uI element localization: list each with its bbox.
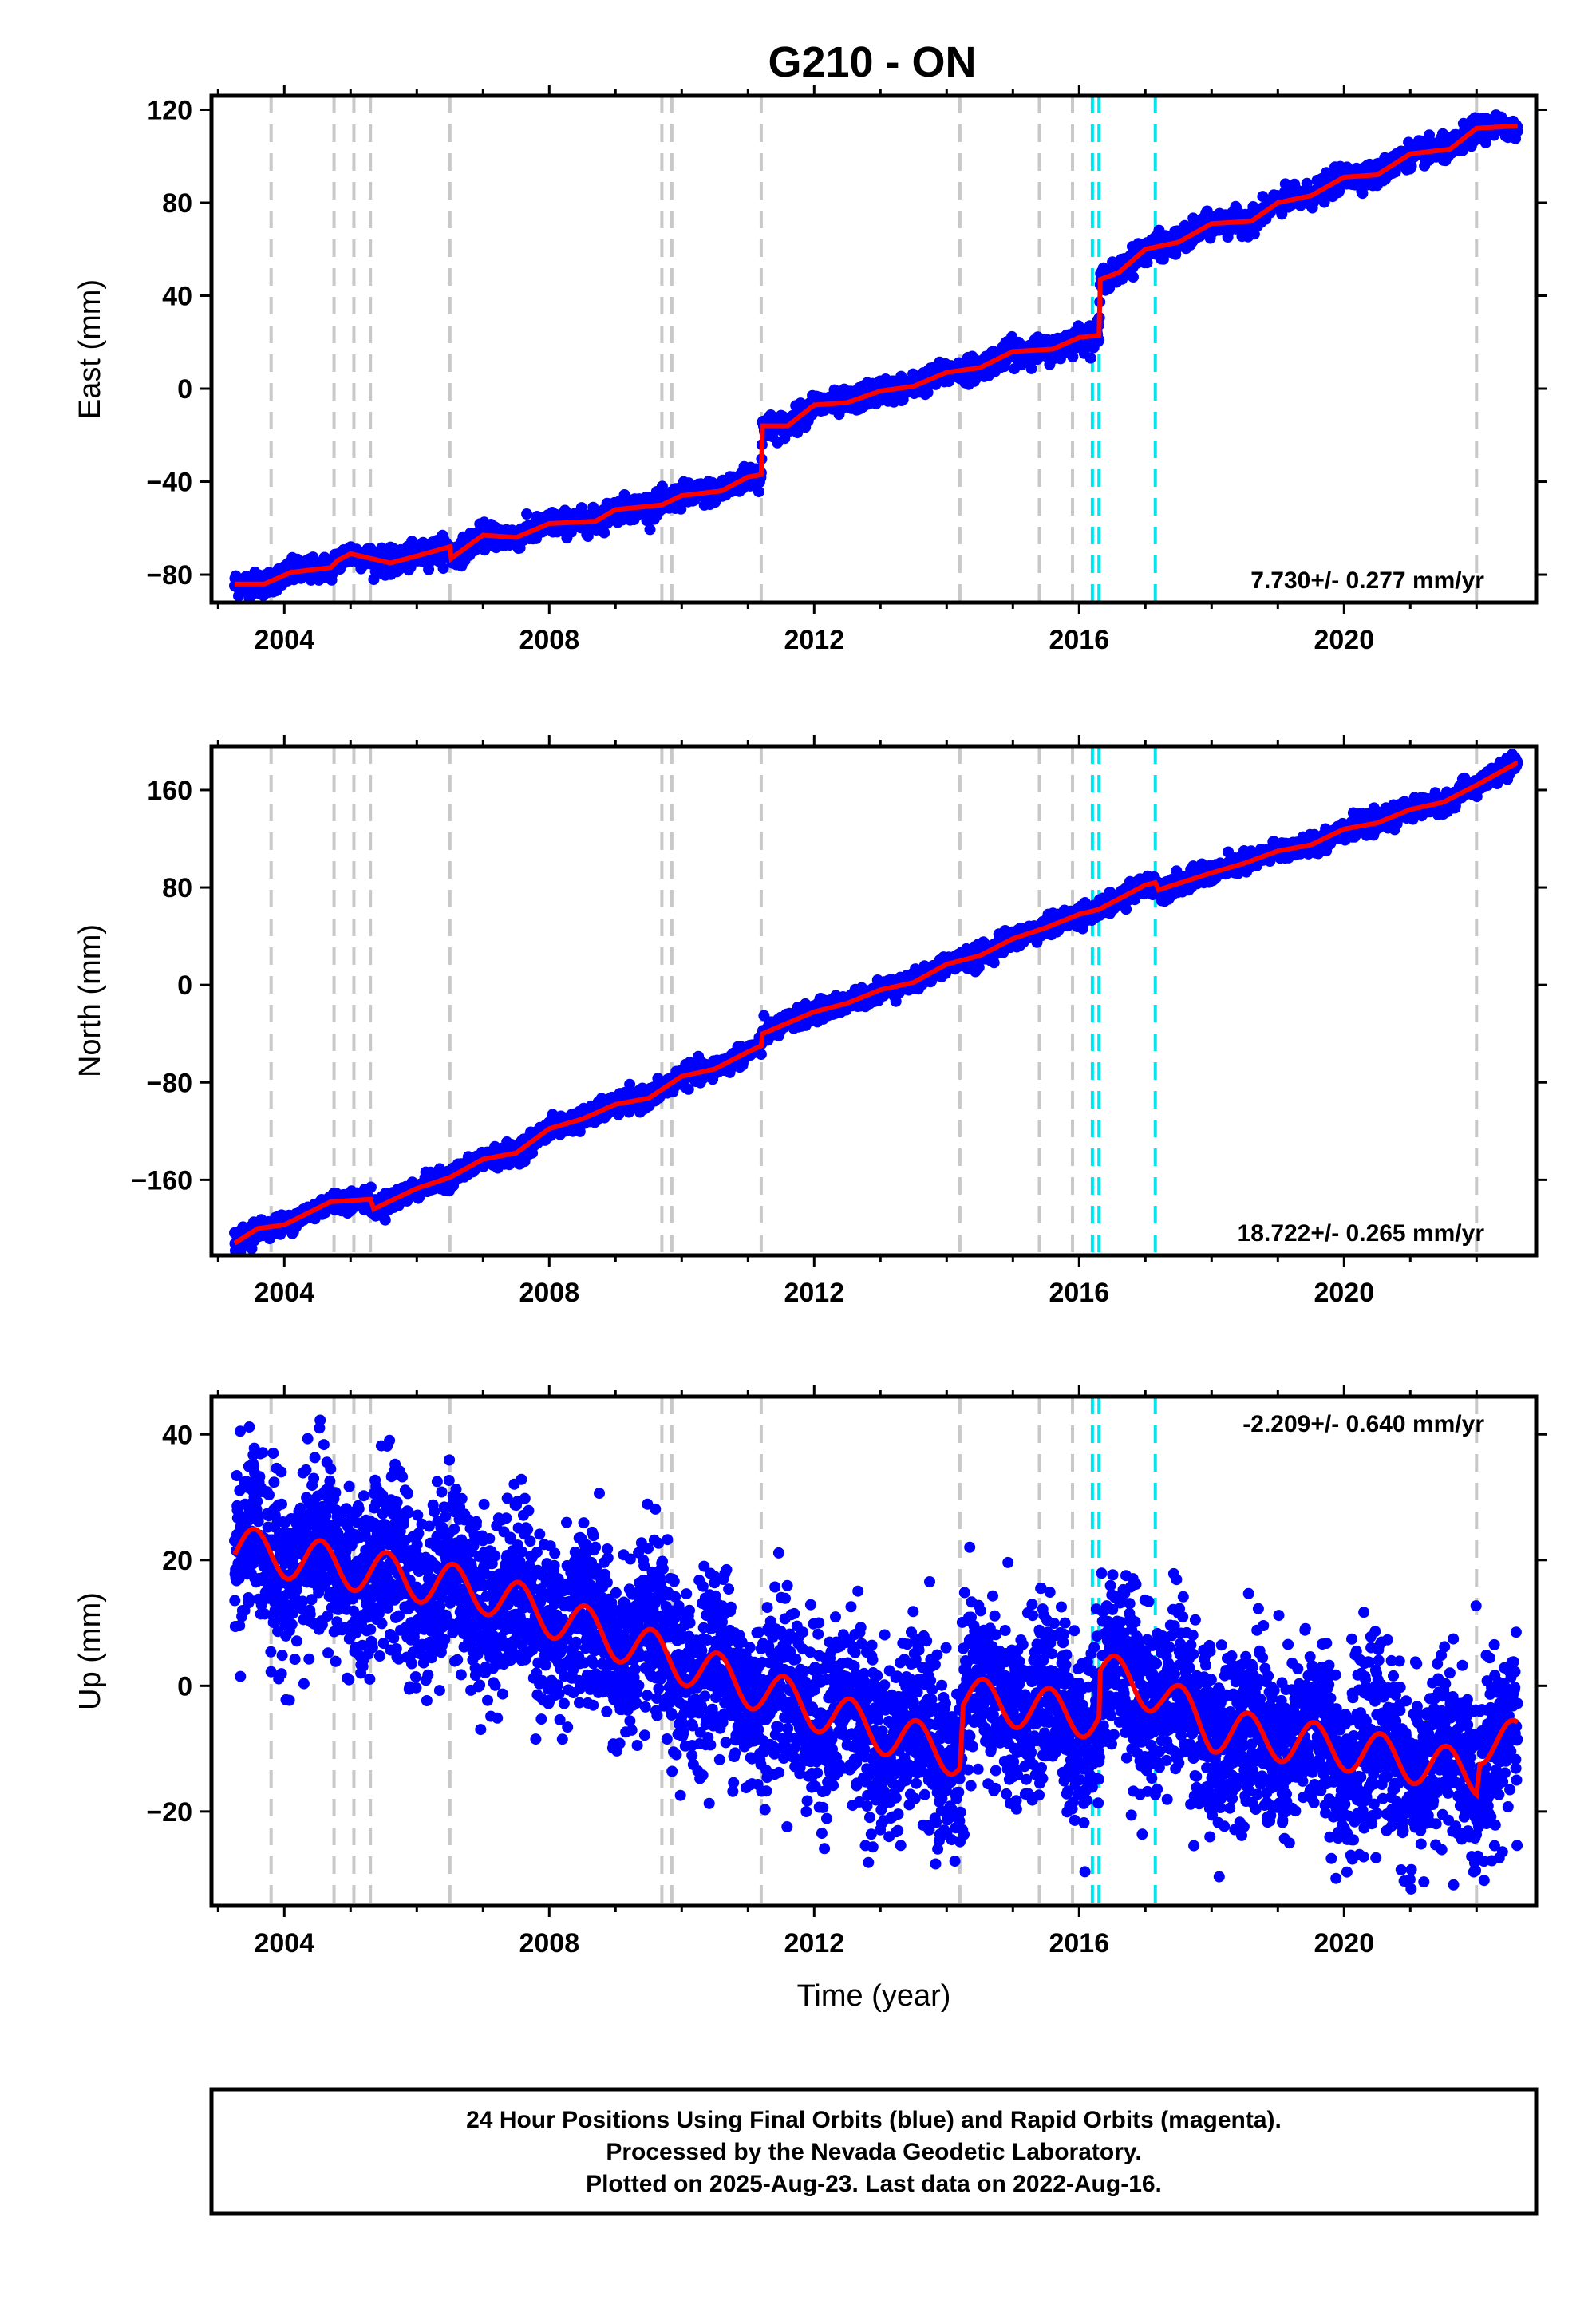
data-point xyxy=(1128,271,1139,283)
data-point xyxy=(406,536,418,547)
data-points xyxy=(229,749,1523,1255)
x-tick-label: 2004 xyxy=(254,625,314,655)
y-tick-label: 0 xyxy=(177,374,192,405)
data-point xyxy=(1084,352,1096,364)
data-point xyxy=(437,563,449,575)
panel-east: 2004 2008 2012 2016 2020 −80 −40 0 40 80 120 East (… xyxy=(73,85,1547,655)
y-tick-label: 80 xyxy=(162,188,192,219)
y-tick-label: 120 xyxy=(147,95,192,125)
x-tick-label: 2020 xyxy=(1314,625,1374,655)
data-point xyxy=(598,527,610,539)
data-point xyxy=(582,531,594,542)
data-point xyxy=(365,1181,377,1193)
data-point xyxy=(521,508,533,520)
y-axis-label: East (mm) xyxy=(73,279,107,419)
x-tick-label: 2016 xyxy=(1049,625,1109,655)
data-point xyxy=(379,1214,391,1226)
data-point xyxy=(423,563,435,575)
x-tick-label: 2012 xyxy=(784,625,844,655)
data-point xyxy=(755,1049,767,1061)
x-tick-label: 2008 xyxy=(519,625,579,655)
figure-title: G210 - ON xyxy=(768,38,976,86)
y-tick-label: 40 xyxy=(162,282,192,312)
rate-label: 7.730+/- 0.277 mm/yr xyxy=(1250,567,1484,594)
data-point xyxy=(1141,257,1153,269)
data-point xyxy=(675,503,687,515)
data-point xyxy=(753,486,764,498)
data-point xyxy=(644,524,656,536)
data-point xyxy=(656,480,668,492)
y-tick-label: −40 xyxy=(146,468,192,498)
y-tick-label: −80 xyxy=(146,560,192,591)
